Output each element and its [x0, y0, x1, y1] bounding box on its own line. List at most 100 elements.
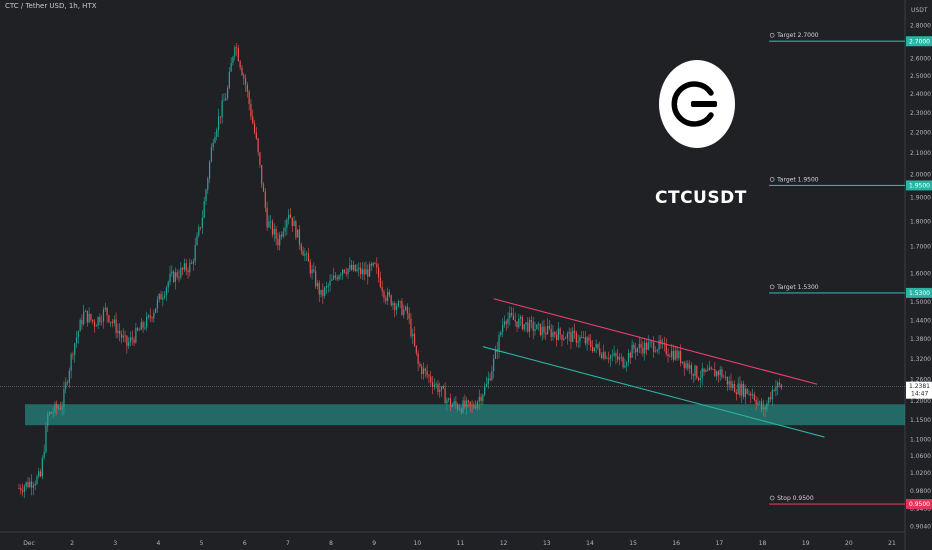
candle-body — [50, 412, 52, 414]
candle-body — [651, 341, 653, 343]
candle-body — [360, 267, 362, 275]
candle-body — [746, 388, 748, 394]
candle-body — [449, 398, 452, 408]
y-tick-label: 2.8000 — [910, 23, 931, 30]
candle-body — [599, 348, 601, 355]
candle-body — [437, 383, 439, 392]
target-marker-icon — [769, 177, 775, 182]
candle-body — [331, 279, 333, 281]
candle-body — [557, 328, 559, 340]
candle-body — [649, 341, 651, 343]
x-tick-label: 14 — [586, 540, 594, 547]
candle-body — [322, 289, 324, 296]
y-tick-label: 1.0600 — [910, 453, 931, 460]
candle-body — [733, 384, 736, 393]
candle-body — [268, 221, 270, 228]
candle-body — [158, 293, 160, 300]
candle-body — [444, 388, 446, 404]
candle-body — [210, 147, 212, 162]
target-price-badge — [906, 287, 932, 298]
candle-body — [327, 285, 329, 287]
candle-body — [573, 330, 576, 333]
candle-body — [302, 250, 304, 256]
y-tick-label: 1.6000 — [910, 271, 931, 278]
candle-body — [282, 231, 284, 237]
candle-body — [647, 342, 649, 350]
candle-body — [676, 350, 678, 359]
candle-body — [588, 337, 590, 341]
candle-body — [575, 332, 577, 343]
candle-body — [235, 47, 238, 48]
candle-body — [250, 104, 252, 117]
candle-body — [638, 343, 640, 349]
candle-body — [192, 261, 194, 264]
x-tick-label: 16 — [672, 540, 680, 547]
candle-body — [102, 309, 105, 322]
candle-body — [473, 405, 475, 408]
candle-body — [735, 392, 737, 395]
candle-body — [174, 272, 177, 282]
candle-body — [160, 293, 162, 300]
x-tick-label: Dec — [23, 540, 35, 547]
candle-body — [478, 396, 480, 402]
candle-body — [225, 98, 227, 101]
candle-body — [255, 132, 257, 139]
candle-body — [760, 401, 763, 410]
candle-body — [724, 376, 727, 378]
candle-body — [394, 303, 396, 310]
candle-body — [460, 409, 462, 413]
candle-body — [101, 321, 103, 323]
candle-body — [741, 383, 743, 396]
candle-body — [252, 116, 254, 124]
candle-body — [654, 351, 657, 353]
candle-body — [419, 364, 421, 367]
y-tick-label: 2.4000 — [910, 91, 931, 98]
candle-body — [730, 381, 732, 388]
candle-body — [458, 409, 461, 410]
candle-body — [223, 100, 225, 102]
candle-body — [32, 485, 34, 488]
candle-body — [25, 482, 27, 487]
candle-body — [435, 383, 437, 385]
candle-body — [144, 327, 146, 329]
candle-body — [778, 382, 781, 385]
candle-body — [70, 354, 72, 371]
candle-body — [726, 376, 728, 385]
candle-body — [446, 399, 448, 404]
candle-body — [288, 214, 290, 220]
x-tick-label: 19 — [802, 540, 810, 547]
candle-body — [602, 352, 604, 359]
candle-body — [21, 490, 24, 492]
candle-body — [503, 321, 506, 326]
candle-body — [669, 356, 671, 357]
y-tick-label: 0.9400 — [910, 506, 931, 513]
candle-body — [279, 234, 281, 246]
support-zone — [25, 404, 905, 426]
candle-body — [768, 397, 770, 404]
target-price-label: 1.9500 — [909, 183, 930, 190]
candle-body — [385, 297, 387, 301]
candle-body — [750, 393, 752, 396]
candle-body — [775, 387, 777, 391]
candle-body — [59, 407, 61, 410]
candle-body — [404, 306, 407, 310]
candle-body — [228, 71, 230, 89]
candle-body — [687, 363, 689, 369]
candle-body — [582, 337, 585, 338]
candle-body — [511, 313, 513, 316]
candle-body — [428, 375, 430, 377]
candle-body — [413, 333, 416, 346]
y-tick-label: 0.9800 — [910, 488, 931, 495]
candle-body — [701, 368, 703, 379]
candle-body — [487, 378, 489, 385]
x-tick-label: 12 — [500, 540, 508, 547]
candle-body — [244, 78, 247, 85]
candle-body — [609, 355, 612, 360]
stop-price-label: 0.9500 — [909, 501, 930, 508]
candle-body — [672, 351, 675, 360]
candle-body — [77, 331, 79, 338]
candle-body — [739, 383, 741, 396]
candle-body — [23, 486, 25, 492]
